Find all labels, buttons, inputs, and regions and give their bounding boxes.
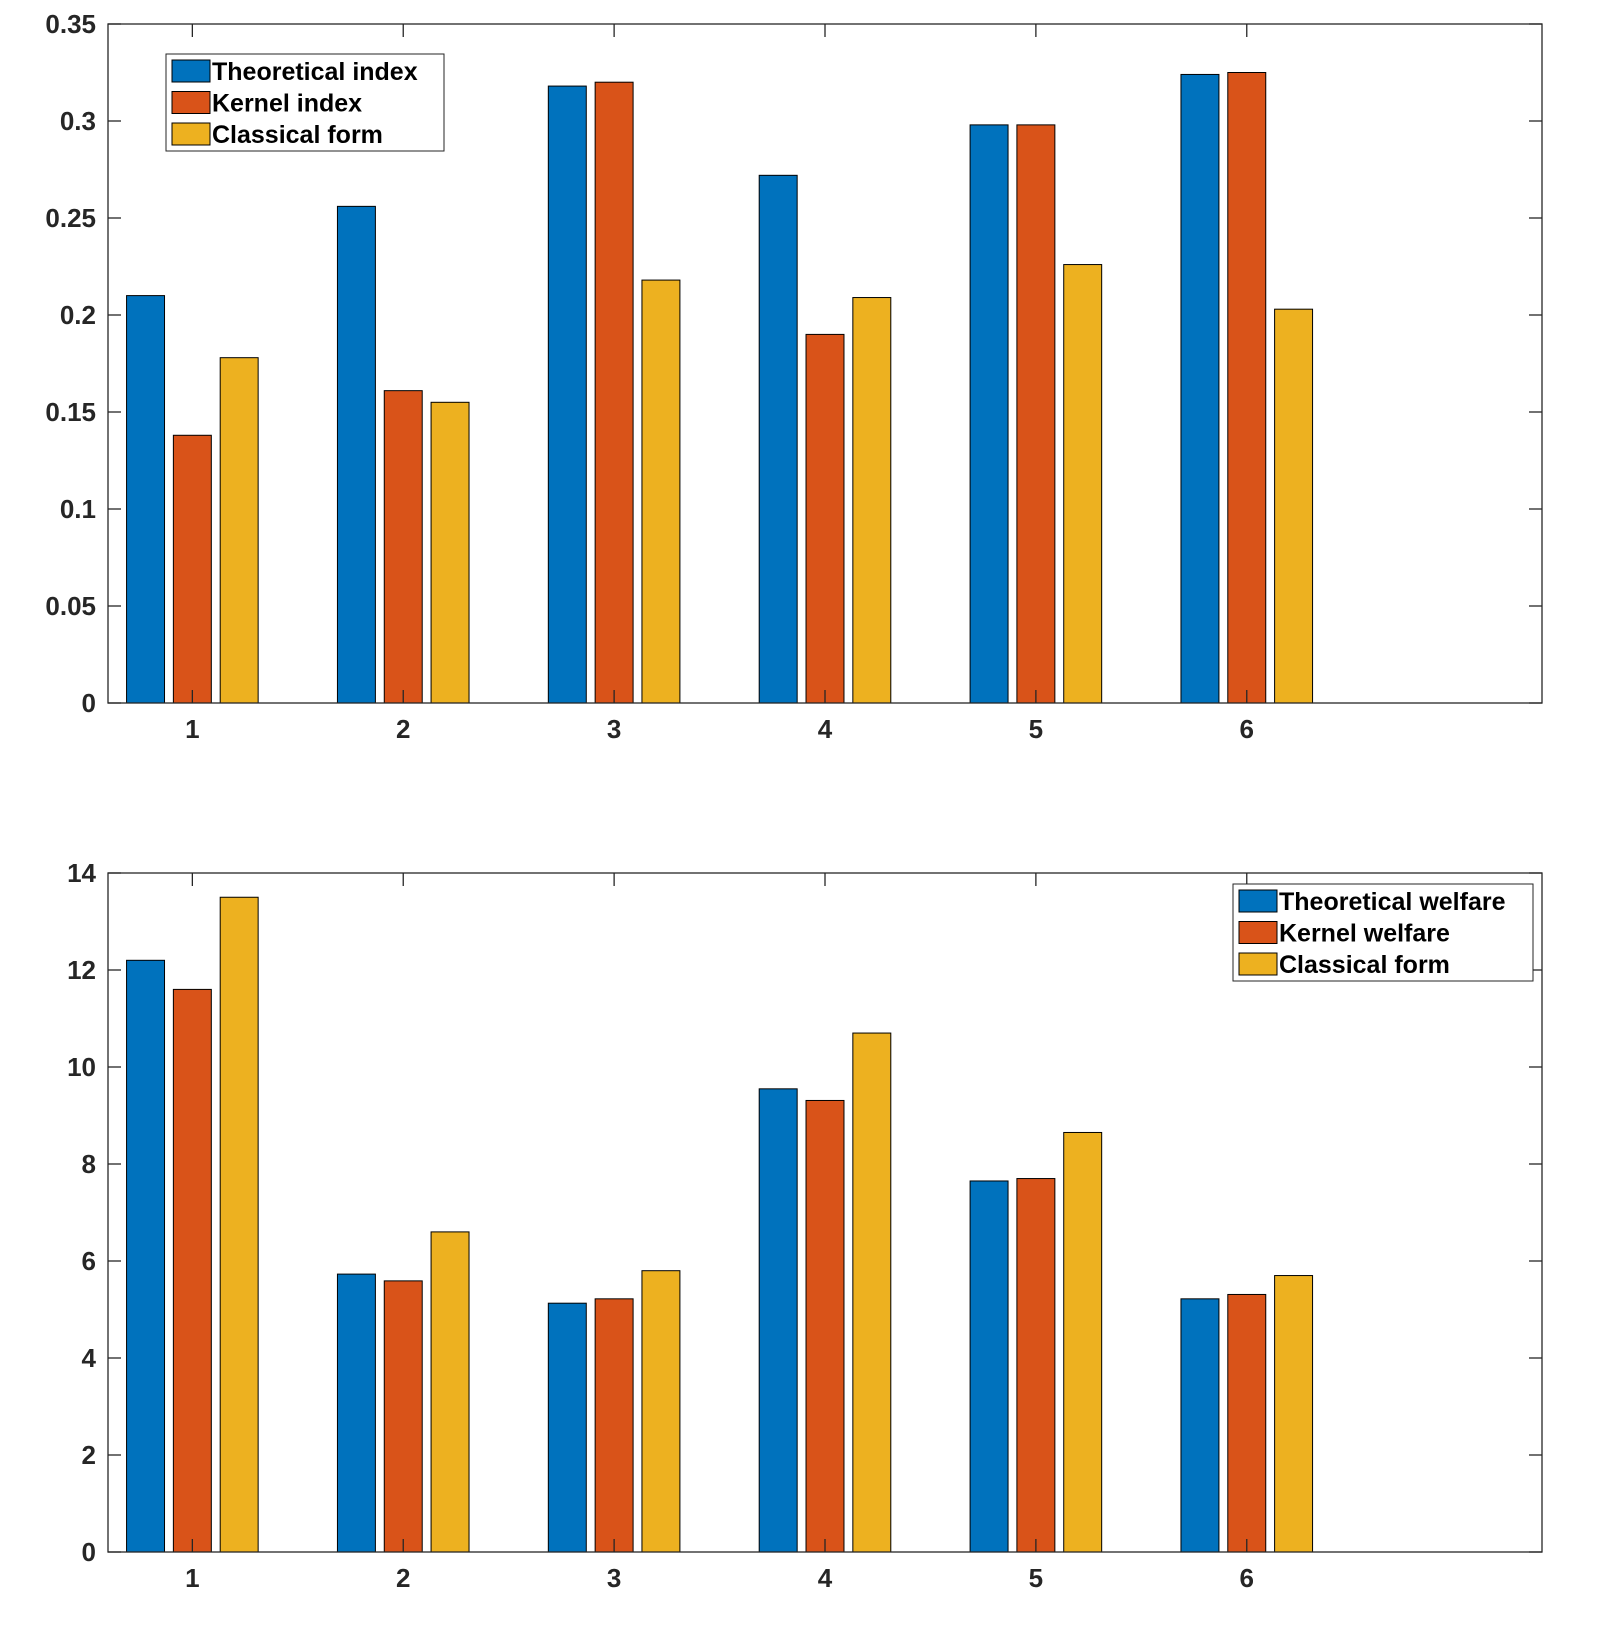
legend-swatch [171, 91, 211, 114]
x-tick-label: 5 [1029, 1563, 1043, 1593]
bar [594, 1298, 634, 1553]
bar [336, 205, 376, 704]
bar [969, 124, 1009, 704]
bar [852, 297, 892, 704]
bar [430, 401, 470, 704]
x-tick-label: 2 [396, 1563, 410, 1593]
legend: Theoretical index Kernel index Classical f… [165, 53, 445, 152]
legend-box [1232, 883, 1534, 982]
bar [1063, 1131, 1103, 1553]
bar [1063, 264, 1103, 704]
y-tick-label: 2 [82, 1440, 96, 1470]
bar [1274, 1275, 1314, 1553]
x-tick-label: 3 [607, 1563, 621, 1593]
bar [641, 279, 681, 704]
bar [172, 434, 212, 704]
bar [594, 81, 634, 704]
legend-swatch [171, 59, 211, 83]
y-tick-label: 0 [82, 688, 96, 718]
y-tick-label: 0.15 [45, 397, 96, 427]
bar [805, 333, 845, 704]
legend-label: Theoretical welfare [1279, 888, 1506, 916]
legend-label: Kernel welfare [1279, 920, 1450, 948]
y-tick-label: 0.2 [60, 300, 96, 330]
y-tick-label: 4 [82, 1343, 97, 1373]
y-tick-label: 0.3 [60, 106, 96, 136]
bar [1180, 73, 1220, 704]
y-tick-label: 0.35 [45, 9, 96, 39]
x-tick-label: 1 [185, 1563, 199, 1593]
bar [1016, 1178, 1056, 1553]
y-tick-label: 14 [67, 858, 96, 888]
bar [641, 1270, 681, 1553]
y-tick-label: 10 [67, 1052, 96, 1082]
bar [383, 1280, 423, 1553]
y-tick-label: 12 [67, 955, 96, 985]
bar [758, 1088, 798, 1553]
y-tick-label: 0 [82, 1537, 96, 1567]
bar [172, 988, 212, 1553]
y-tick-label: 0.1 [60, 494, 96, 524]
legend: Theoretical welfare Kernel welfare Classic… [1232, 883, 1534, 982]
legend-swatch [1238, 921, 1278, 944]
bar [969, 1180, 1009, 1553]
x-tick-label: 6 [1240, 714, 1254, 744]
bar [336, 1273, 376, 1553]
x-tick-label: 3 [607, 714, 621, 744]
bar [1016, 124, 1056, 704]
bar [547, 85, 587, 704]
x-tick-label: 2 [396, 714, 410, 744]
bar [547, 1302, 587, 1553]
bar [126, 295, 166, 704]
legend-label: Classical form [1279, 951, 1450, 979]
legend-label: Theoretical index [212, 58, 418, 86]
bar [383, 390, 423, 704]
y-tick-label: 8 [82, 1149, 96, 1179]
bar [1180, 1298, 1220, 1553]
x-tick-label: 1 [185, 714, 199, 744]
bar [758, 174, 798, 704]
bar [1227, 1293, 1267, 1553]
bar [1227, 72, 1267, 704]
y-tick-label: 6 [82, 1246, 96, 1276]
bar [852, 1032, 892, 1553]
legend-swatch [1238, 889, 1278, 913]
legend-box [165, 53, 445, 152]
bar [219, 896, 259, 1553]
legend-label: Classical form [212, 121, 383, 149]
y-tick-label: 0.25 [45, 203, 96, 233]
bar [219, 357, 259, 704]
chart-panel-index: 0 0.05 0.1 0.15 0.2 0.25 0.3 0.35 1 2 3 4 5 6 Theoreti… [45, 9, 1543, 744]
bar [126, 959, 166, 1553]
legend-swatch [1238, 952, 1278, 976]
bar [1274, 308, 1314, 704]
x-tick-label: 4 [818, 1563, 833, 1593]
x-tick-label: 4 [818, 714, 833, 744]
y-tick-label: 0.05 [45, 591, 96, 621]
legend-swatch [171, 122, 211, 146]
bar [430, 1231, 470, 1553]
bar [805, 1099, 845, 1553]
x-tick-label: 5 [1029, 714, 1043, 744]
legend-label: Kernel index [212, 90, 362, 118]
x-tick-label: 6 [1240, 1563, 1254, 1593]
